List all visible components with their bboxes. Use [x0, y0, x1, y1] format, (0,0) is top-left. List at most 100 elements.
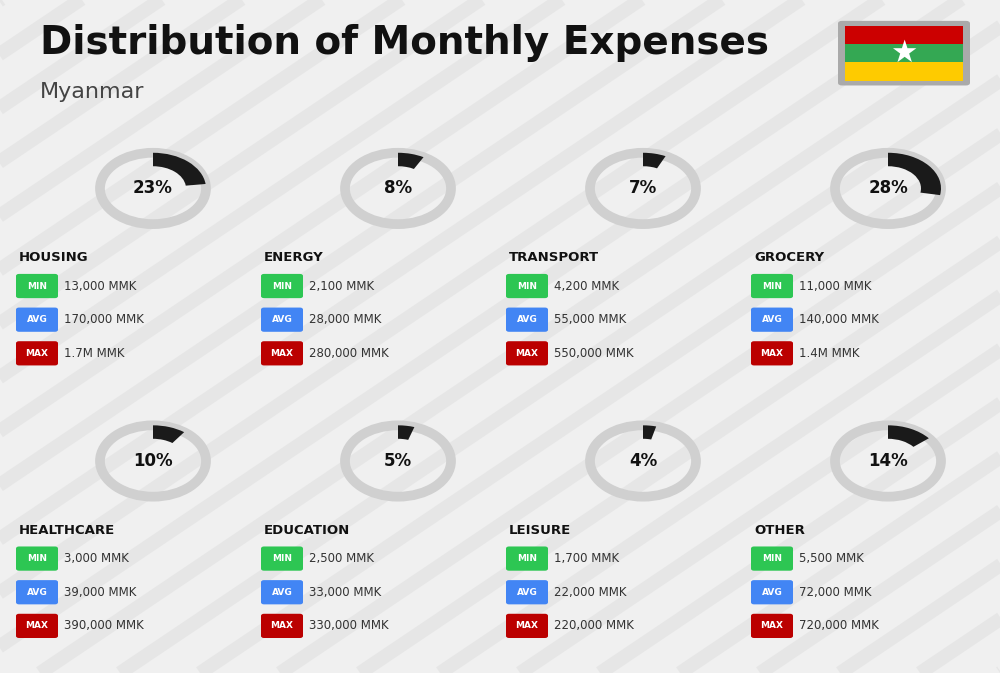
FancyBboxPatch shape	[751, 308, 793, 332]
Text: MIN: MIN	[27, 281, 47, 291]
Text: 39,000 MMK: 39,000 MMK	[64, 586, 136, 599]
FancyBboxPatch shape	[16, 546, 58, 571]
Text: MIN: MIN	[762, 281, 782, 291]
Text: 33,000 MMK: 33,000 MMK	[309, 586, 381, 599]
Wedge shape	[398, 425, 414, 440]
FancyBboxPatch shape	[506, 580, 548, 604]
Text: 10%: 10%	[133, 452, 173, 470]
Text: 2,100 MMK: 2,100 MMK	[309, 279, 374, 293]
Text: MIN: MIN	[762, 554, 782, 563]
Text: AVG: AVG	[517, 315, 537, 324]
FancyBboxPatch shape	[261, 308, 303, 332]
Text: 390,000 MMK: 390,000 MMK	[64, 619, 144, 633]
Text: 1,700 MMK: 1,700 MMK	[554, 552, 619, 565]
Text: MIN: MIN	[517, 554, 537, 563]
Text: 14%: 14%	[868, 452, 908, 470]
Text: MAX: MAX	[270, 621, 294, 631]
Wedge shape	[643, 425, 656, 439]
FancyBboxPatch shape	[845, 63, 963, 81]
Text: 72,000 MMK: 72,000 MMK	[799, 586, 872, 599]
Text: 22,000 MMK: 22,000 MMK	[554, 586, 626, 599]
FancyBboxPatch shape	[506, 308, 548, 332]
FancyBboxPatch shape	[261, 580, 303, 604]
Text: 5,500 MMK: 5,500 MMK	[799, 552, 864, 565]
Text: AVG: AVG	[27, 588, 47, 597]
FancyBboxPatch shape	[751, 546, 793, 571]
Text: 28,000 MMK: 28,000 MMK	[309, 313, 381, 326]
Wedge shape	[153, 425, 184, 443]
Text: Distribution of Monthly Expenses: Distribution of Monthly Expenses	[40, 24, 769, 61]
Text: 1.7M MMK: 1.7M MMK	[64, 347, 124, 360]
Text: 280,000 MMK: 280,000 MMK	[309, 347, 389, 360]
FancyBboxPatch shape	[751, 274, 793, 298]
Text: MAX: MAX	[516, 349, 538, 358]
Text: AVG: AVG	[762, 315, 782, 324]
Text: 220,000 MMK: 220,000 MMK	[554, 619, 634, 633]
Text: 720,000 MMK: 720,000 MMK	[799, 619, 879, 633]
Text: 13,000 MMK: 13,000 MMK	[64, 279, 136, 293]
Text: HOUSING: HOUSING	[19, 251, 89, 264]
Text: OTHER: OTHER	[754, 524, 805, 536]
Text: 4,200 MMK: 4,200 MMK	[554, 279, 619, 293]
FancyBboxPatch shape	[506, 614, 548, 638]
FancyBboxPatch shape	[261, 341, 303, 365]
Text: 7%: 7%	[629, 180, 657, 197]
FancyBboxPatch shape	[16, 308, 58, 332]
FancyBboxPatch shape	[16, 341, 58, 365]
FancyBboxPatch shape	[751, 614, 793, 638]
Wedge shape	[643, 153, 666, 168]
FancyBboxPatch shape	[751, 580, 793, 604]
Text: MAX: MAX	[761, 621, 784, 631]
FancyBboxPatch shape	[506, 274, 548, 298]
Text: EDUCATION: EDUCATION	[264, 524, 350, 536]
Text: 55,000 MMK: 55,000 MMK	[554, 313, 626, 326]
FancyBboxPatch shape	[845, 44, 963, 63]
Text: 4%: 4%	[629, 452, 657, 470]
Wedge shape	[888, 425, 929, 447]
Wedge shape	[888, 153, 941, 195]
Text: 1.4M MMK: 1.4M MMK	[799, 347, 860, 360]
Text: HEALTHCARE: HEALTHCARE	[19, 524, 115, 536]
Text: MAX: MAX	[26, 621, 48, 631]
FancyBboxPatch shape	[261, 274, 303, 298]
FancyBboxPatch shape	[261, 614, 303, 638]
Text: 8%: 8%	[384, 180, 412, 197]
Text: MIN: MIN	[272, 554, 292, 563]
FancyBboxPatch shape	[506, 341, 548, 365]
Text: ★: ★	[890, 38, 918, 68]
Text: ENERGY: ENERGY	[264, 251, 324, 264]
Text: 550,000 MMK: 550,000 MMK	[554, 347, 634, 360]
Text: MAX: MAX	[26, 349, 48, 358]
Wedge shape	[398, 153, 424, 169]
Text: MIN: MIN	[517, 281, 537, 291]
Text: GROCERY: GROCERY	[754, 251, 824, 264]
FancyBboxPatch shape	[506, 546, 548, 571]
FancyBboxPatch shape	[16, 580, 58, 604]
Text: 11,000 MMK: 11,000 MMK	[799, 279, 872, 293]
Text: TRANSPORT: TRANSPORT	[509, 251, 599, 264]
Text: 170,000 MMK: 170,000 MMK	[64, 313, 144, 326]
Text: MIN: MIN	[272, 281, 292, 291]
Text: 3,000 MMK: 3,000 MMK	[64, 552, 129, 565]
FancyBboxPatch shape	[16, 614, 58, 638]
FancyBboxPatch shape	[751, 341, 793, 365]
FancyBboxPatch shape	[845, 26, 963, 44]
Text: 23%: 23%	[133, 180, 173, 197]
Text: Myanmar: Myanmar	[40, 82, 144, 102]
Text: MAX: MAX	[270, 349, 294, 358]
Text: LEISURE: LEISURE	[509, 524, 571, 536]
Text: 330,000 MMK: 330,000 MMK	[309, 619, 389, 633]
FancyBboxPatch shape	[261, 546, 303, 571]
Text: MAX: MAX	[761, 349, 784, 358]
Text: AVG: AVG	[517, 588, 537, 597]
Text: AVG: AVG	[762, 588, 782, 597]
Text: 140,000 MMK: 140,000 MMK	[799, 313, 879, 326]
Text: MAX: MAX	[516, 621, 538, 631]
Text: 5%: 5%	[384, 452, 412, 470]
FancyBboxPatch shape	[838, 21, 970, 85]
Text: AVG: AVG	[27, 315, 47, 324]
FancyBboxPatch shape	[16, 274, 58, 298]
Wedge shape	[153, 153, 206, 186]
Text: AVG: AVG	[272, 588, 292, 597]
Text: AVG: AVG	[272, 315, 292, 324]
